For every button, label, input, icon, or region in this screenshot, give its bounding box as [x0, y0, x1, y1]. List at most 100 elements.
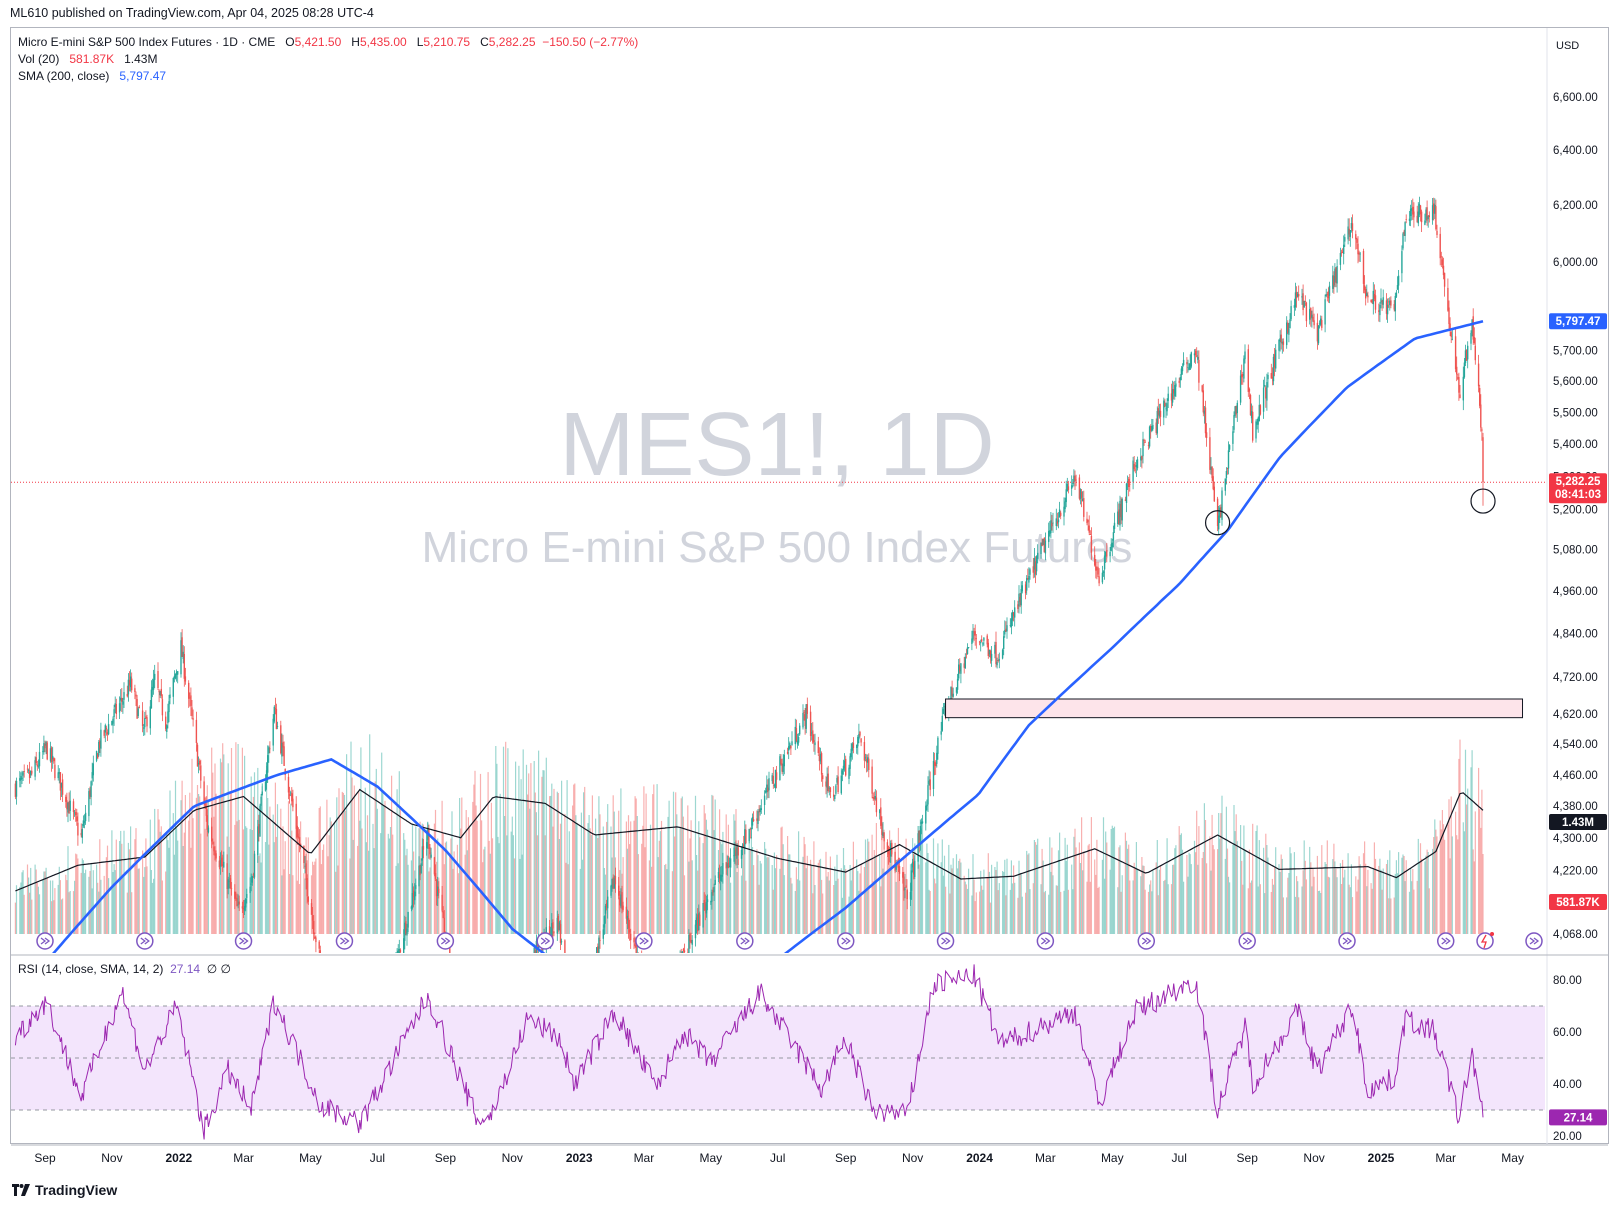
candle-body: [1441, 259, 1444, 265]
volume-bar: [926, 843, 928, 934]
volume-bar: [572, 805, 574, 934]
dividend-event-marker[interactable]: [136, 932, 154, 950]
volume-bar: [859, 873, 861, 934]
dividend-event-marker[interactable]: [1137, 932, 1156, 950]
volume-bar: [790, 877, 792, 934]
volume-bar: [1320, 893, 1322, 934]
dividend-event-marker[interactable]: [736, 932, 754, 950]
dividend-event-marker[interactable]: [36, 932, 54, 950]
candle-body: [441, 894, 443, 911]
dividend-event-marker[interactable]: [836, 932, 855, 950]
candle-body: [283, 746, 285, 766]
candle-body: [1035, 556, 1038, 572]
ohlc-high: 5,435.00: [359, 35, 407, 49]
dividend-event-marker[interactable]: [635, 932, 653, 950]
candle-body: [1365, 289, 1367, 299]
volume-bar: [625, 821, 627, 934]
candle-body: [690, 940, 692, 943]
candle-body: [1334, 268, 1336, 283]
volume-bar: [1364, 841, 1366, 934]
volume-bar: [98, 891, 100, 934]
dividend-event-marker[interactable]: [1238, 932, 1256, 950]
candle-body: [1226, 467, 1229, 469]
volume-bar: [403, 833, 405, 934]
candle-body: [100, 729, 102, 749]
candle-body: [644, 970, 645, 990]
candle-body: [1355, 234, 1357, 240]
candle-body: [61, 779, 64, 795]
volume-bar: [1408, 891, 1411, 934]
volume-bar: [1432, 848, 1434, 934]
volume-bar: [14, 902, 16, 934]
candle-body: [103, 730, 105, 736]
volume-bar: [1167, 884, 1169, 934]
volume-bar: [921, 823, 924, 934]
dividend-event-marker[interactable]: [234, 932, 253, 950]
dividend-event-marker[interactable]: [1436, 932, 1455, 950]
dividend-event-marker[interactable]: [1338, 932, 1356, 950]
volume-bar: [258, 855, 260, 934]
volume-bar: [375, 768, 377, 934]
footer-brand[interactable]: TradingView: [12, 1182, 117, 1198]
volume-bar: [825, 851, 827, 934]
dividend-event-marker[interactable]: [536, 932, 554, 950]
volume-bar: [168, 847, 170, 934]
candle-body: [438, 888, 440, 894]
volume-bar: [1074, 828, 1076, 934]
volume-bar: [1217, 849, 1219, 934]
rsi-line: [14, 964, 1484, 1140]
dividend-event-marker[interactable]: [1036, 932, 1055, 950]
candle-body: [75, 812, 77, 816]
volume-bar: [1104, 878, 1106, 934]
volume-bar: [574, 783, 576, 934]
volume-bar: [1004, 859, 1006, 934]
volume-bar: [1282, 897, 1284, 934]
volume-bar: [245, 826, 247, 934]
volume-bar: [1309, 846, 1311, 934]
volume-bar: [441, 800, 443, 934]
dividend-event-marker[interactable]: [936, 932, 955, 950]
volume-bar: [612, 795, 614, 934]
future-event-marker[interactable]: [1525, 932, 1543, 950]
candle-body: [182, 651, 184, 659]
candle-body: [873, 797, 875, 800]
candle-body: [758, 811, 760, 813]
candle-body: [429, 847, 431, 855]
candle-body: [82, 820, 85, 826]
volume-bar: [176, 828, 178, 934]
candle-body: [405, 921, 407, 934]
volume-bar: [376, 808, 378, 934]
candle-body: [1316, 322, 1319, 342]
volume-bar: [261, 786, 263, 934]
volume-bar: [134, 839, 136, 934]
volume-bar: [246, 827, 248, 934]
volume-bar: [542, 770, 544, 934]
candle-body: [1288, 328, 1290, 335]
candle-body: [1197, 356, 1199, 360]
candle-body: [1335, 267, 1337, 283]
volume-bar: [979, 891, 981, 934]
volume-bar: [452, 868, 454, 934]
event-markers[interactable]: [36, 932, 1543, 950]
candle-body: [287, 776, 290, 793]
candle-body: [1086, 518, 1088, 524]
candle-body: [682, 948, 685, 951]
volume-bar: [373, 848, 375, 934]
volume-bar: [942, 875, 944, 934]
candle-body: [729, 858, 732, 868]
volume-bar: [1083, 851, 1085, 934]
earnings-flash-marker[interactable]: [1476, 932, 1495, 950]
volume-bar: [783, 875, 785, 934]
volume-bar: [627, 815, 630, 934]
dividend-event-marker[interactable]: [335, 932, 354, 950]
candle-body: [990, 653, 993, 661]
volume-bar: [698, 821, 700, 934]
volume-bar: [657, 857, 659, 934]
candle-body: [835, 785, 837, 794]
volume-bar: [682, 816, 684, 934]
volume-bar: [1196, 810, 1198, 934]
volume-bar: [96, 864, 98, 934]
dividend-event-marker[interactable]: [436, 932, 455, 950]
candle-body: [319, 950, 321, 953]
